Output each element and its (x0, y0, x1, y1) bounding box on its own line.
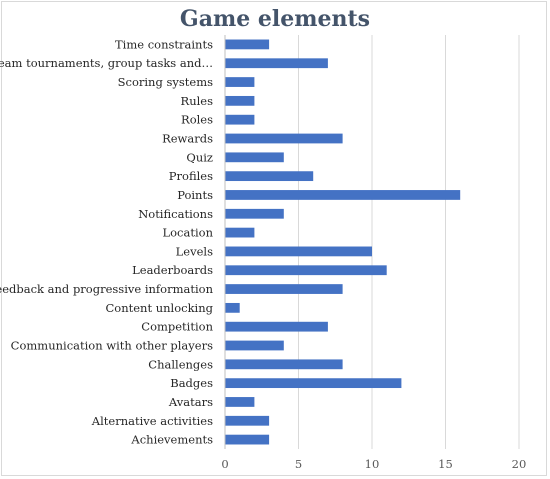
bar-10 (225, 227, 255, 238)
category-label-9: Notifications (138, 207, 213, 221)
category-label-3: Rules (181, 94, 214, 108)
bar-20 (225, 415, 270, 426)
category-label-13: Feedback and progressive information (0, 282, 214, 296)
bar-0 (225, 39, 270, 50)
category-label-20: Alternative activities (91, 414, 213, 428)
bar-6 (225, 152, 284, 163)
bar-21 (225, 434, 270, 445)
bar-1 (225, 58, 328, 69)
bar-17 (225, 359, 343, 370)
category-label-8: Points (177, 188, 213, 202)
category-label-1: Team tournaments, group tasks and… (0, 56, 213, 70)
x-tick-label-0: 0 (221, 457, 228, 471)
bar-15 (225, 321, 328, 332)
category-label-0: Time constraints (115, 37, 213, 51)
category-label-17: Challenges (148, 357, 213, 371)
x-tick-label-10: 10 (365, 457, 380, 471)
x-tick-label-20: 20 (512, 457, 527, 471)
chart-title: Game elements (179, 6, 371, 32)
bar-7 (225, 171, 314, 182)
bar-11 (225, 246, 372, 257)
category-label-21: Achievements (130, 433, 213, 447)
bar-3 (225, 95, 255, 106)
category-label-10: Location (163, 226, 214, 240)
category-label-4: Roles (181, 113, 213, 127)
bar-2 (225, 77, 255, 87)
category-label-16: Communication with other players (11, 339, 213, 353)
bar-9 (225, 208, 284, 219)
category-label-5: Rewards (162, 132, 213, 146)
bar-4 (225, 114, 255, 125)
bar-8 (225, 190, 461, 200)
bar-14 (225, 302, 240, 313)
bar-19 (225, 397, 255, 407)
bar-13 (225, 284, 343, 294)
bar-18 (225, 378, 402, 389)
bar-16 (225, 340, 284, 351)
category-label-11: Levels (176, 244, 213, 258)
category-label-15: Competition (141, 320, 213, 334)
category-label-14: Content unlocking (105, 301, 213, 315)
x-tick-label-5: 5 (295, 457, 302, 471)
category-label-6: Quiz (186, 150, 213, 164)
category-label-19: Avatars (168, 395, 213, 409)
category-label-18: Badges (170, 376, 213, 390)
x-tick-label-15: 15 (438, 457, 453, 471)
category-label-2: Scoring systems (118, 75, 213, 89)
category-label-7: Profiles (169, 169, 213, 183)
bar-12 (225, 265, 387, 276)
category-label-12: Leaderboards (132, 263, 213, 277)
bar-5 (225, 133, 343, 144)
